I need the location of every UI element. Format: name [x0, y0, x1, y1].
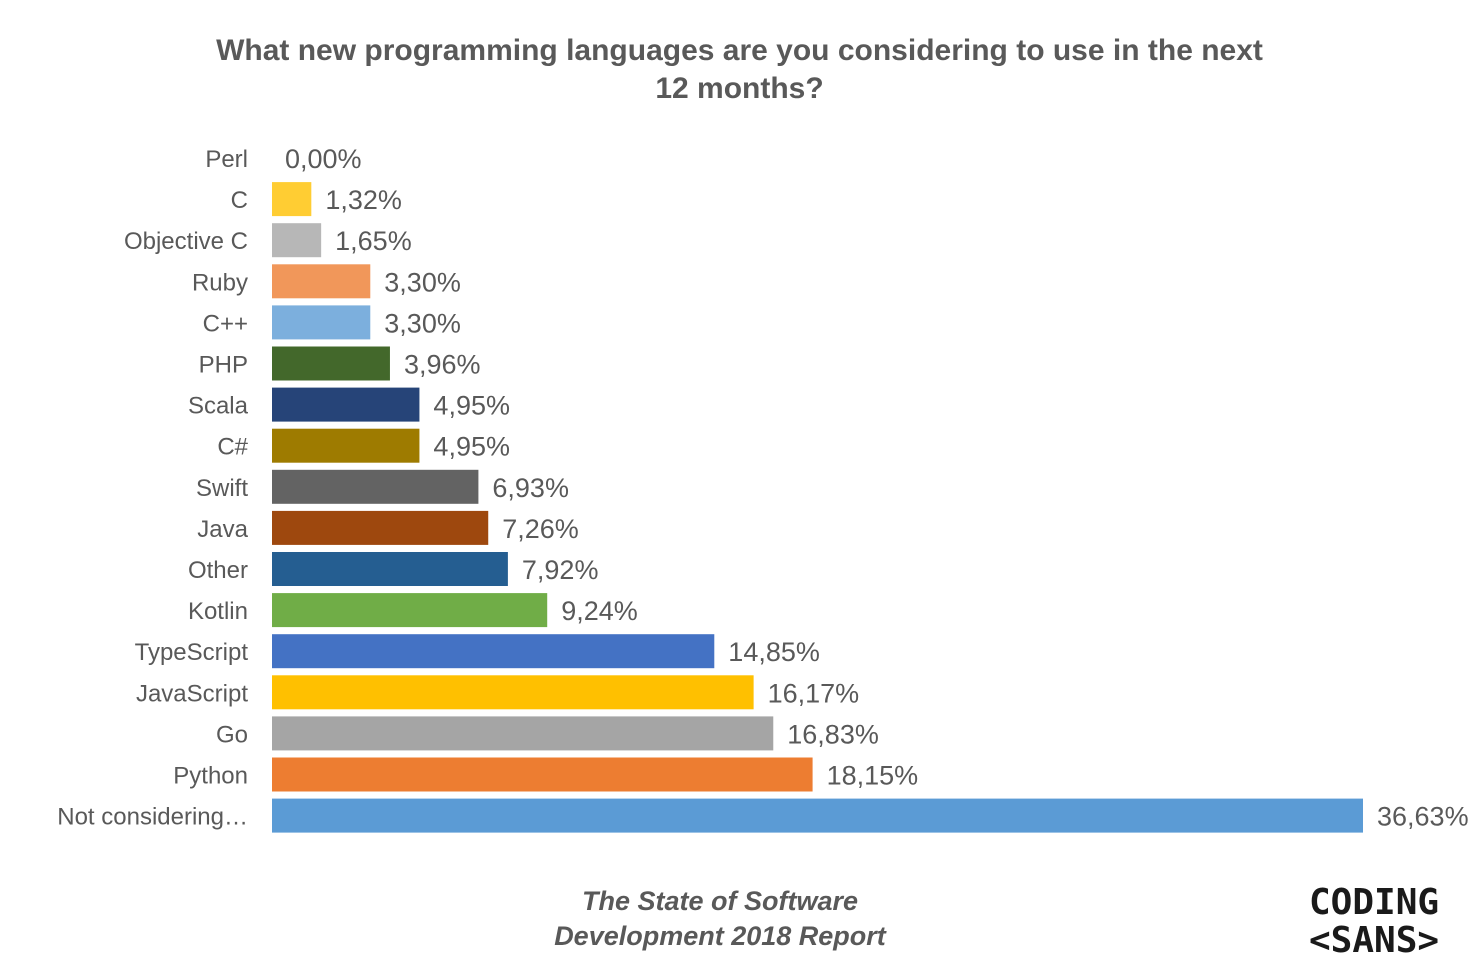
category-label: Java	[197, 516, 248, 543]
report-caption-line-1: The State of Software	[581, 886, 859, 916]
category-label: TypeScript	[135, 639, 249, 666]
logo-line-2: <SANS>	[1309, 920, 1440, 961]
value-label: 7,26%	[502, 514, 579, 544]
chart-title-line-2: 12 months?	[655, 72, 824, 105]
bar	[272, 675, 754, 710]
category-label: Objective C	[124, 228, 248, 255]
category-label: JavaScript	[136, 680, 248, 707]
value-label: 0,00%	[285, 144, 362, 174]
bar	[272, 223, 322, 258]
category-label: Kotlin	[188, 598, 248, 625]
value-label: 4,95%	[433, 391, 510, 421]
value-label: 14,85%	[728, 637, 820, 667]
bar	[272, 798, 1363, 833]
category-label: Swift	[196, 475, 248, 502]
coding-sans-logo: CODING <SANS>	[1309, 882, 1440, 961]
bar	[272, 264, 371, 299]
value-label: 1,65%	[335, 226, 412, 256]
bar	[272, 634, 715, 669]
bar	[272, 387, 420, 422]
report-caption-line-2: Development 2018 Report	[554, 921, 886, 951]
category-label: Perl	[205, 146, 248, 173]
category-label: C	[231, 187, 248, 214]
bar	[272, 182, 312, 217]
category-label: Ruby	[192, 269, 248, 296]
value-label: 6,93%	[492, 473, 569, 503]
category-label: Go	[216, 721, 248, 748]
category-label: Not considering…	[57, 804, 248, 831]
bar	[272, 716, 774, 751]
bar	[272, 757, 813, 792]
chart-title-line-1: What new programming languages are you c…	[216, 34, 1263, 67]
value-label: 16,17%	[768, 678, 860, 708]
value-label: 4,95%	[433, 432, 510, 462]
category-label: Python	[173, 763, 248, 790]
value-label: 3,96%	[404, 350, 481, 380]
value-label: 36,63%	[1377, 802, 1469, 832]
bar	[272, 305, 371, 340]
bar	[272, 510, 489, 545]
category-label: C++	[203, 310, 248, 337]
chart-title: What new programming languages are you c…	[0, 32, 1479, 108]
value-label: 3,30%	[384, 308, 461, 338]
bar	[272, 552, 508, 586]
category-label: Scala	[188, 393, 249, 420]
category-label: C#	[217, 434, 248, 461]
value-label: 1,32%	[325, 185, 402, 215]
logo-line-1: CODING	[1309, 882, 1440, 923]
category-label: Other	[188, 557, 248, 584]
value-label: 3,30%	[384, 267, 461, 297]
bar	[272, 593, 548, 628]
report-caption: The State of Software Development 2018 R…	[420, 884, 1020, 954]
bar	[272, 469, 479, 504]
value-label: 9,24%	[561, 596, 638, 626]
bar	[272, 428, 420, 463]
category-label: PHP	[199, 352, 248, 379]
bar	[272, 346, 390, 381]
value-label: 16,83%	[787, 719, 879, 749]
value-label: 7,92%	[522, 555, 599, 585]
value-label: 18,15%	[827, 761, 919, 791]
